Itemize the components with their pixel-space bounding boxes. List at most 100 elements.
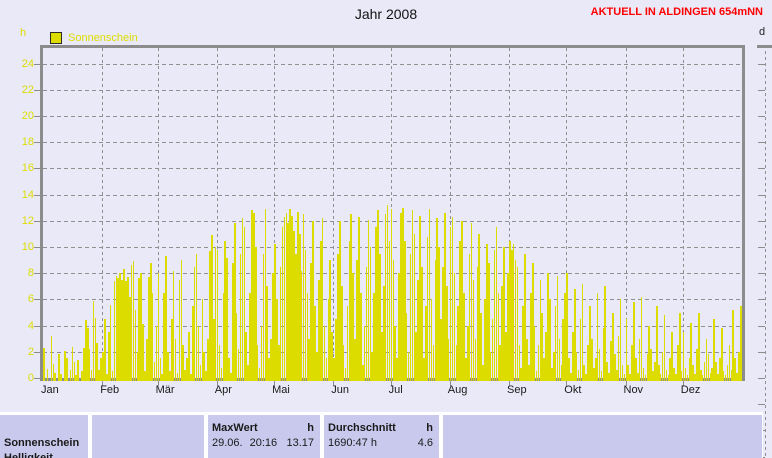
legend-swatch-icon — [50, 31, 62, 44]
bar — [58, 354, 60, 381]
bar — [720, 328, 723, 381]
bar — [698, 312, 700, 381]
month-label: Mär — [155, 384, 175, 396]
legend: Sonnenschein — [50, 31, 138, 44]
y-axis-tick — [34, 299, 40, 301]
bar — [325, 358, 328, 381]
month-tick — [333, 381, 335, 386]
y-axis-tick — [34, 220, 40, 222]
bar — [216, 249, 219, 381]
y-axis-tick — [34, 378, 40, 379]
bar — [254, 247, 257, 381]
month-label: Sep — [507, 384, 527, 396]
bar — [629, 374, 631, 381]
bar — [191, 305, 194, 381]
bar — [409, 253, 412, 381]
bar — [226, 257, 228, 381]
y-axis-label: 0 — [27, 372, 34, 384]
right-axis-tick — [758, 273, 765, 275]
bar — [323, 325, 326, 381]
bar — [340, 286, 343, 381]
right-axis-tick — [758, 404, 765, 406]
month-label: Feb — [100, 384, 120, 396]
y-axis-label: 8 — [27, 267, 34, 280]
bar — [423, 358, 425, 381]
bar — [572, 332, 574, 381]
bar — [268, 358, 270, 381]
bar — [686, 375, 689, 381]
bar — [178, 279, 181, 381]
bar — [684, 367, 687, 381]
bar — [432, 345, 435, 381]
bar — [703, 362, 706, 381]
bar — [428, 209, 431, 381]
y-axis-tick — [34, 247, 40, 249]
bar — [510, 249, 513, 381]
y-axis-label: 14 — [21, 188, 34, 201]
bar — [363, 325, 366, 381]
bar — [251, 210, 253, 381]
bar — [151, 292, 154, 381]
month-label: Dez — [680, 384, 701, 396]
bar — [465, 358, 467, 381]
bar — [491, 319, 494, 381]
right-axis-tick — [758, 220, 765, 222]
maxwert-date: 29.06. — [212, 437, 243, 449]
durchschnitt-value: 4.6 — [417, 437, 433, 449]
right-axis-tick — [758, 89, 765, 91]
y-axis-label: 4 — [27, 319, 34, 332]
bar — [339, 220, 341, 381]
bar — [648, 325, 650, 381]
bar — [203, 351, 206, 381]
y-axis-label: 6 — [27, 293, 34, 306]
bar — [264, 209, 267, 381]
bar — [157, 273, 160, 381]
month-tick — [274, 381, 276, 386]
bar — [652, 371, 654, 381]
bar — [564, 292, 566, 381]
bar — [361, 364, 364, 381]
bar — [512, 244, 515, 381]
y-axis-tick — [34, 89, 40, 91]
bar — [598, 349, 601, 381]
bar — [285, 213, 288, 381]
bar — [209, 250, 211, 381]
bar — [163, 292, 165, 381]
bar — [665, 370, 668, 381]
month-tick — [566, 381, 568, 386]
y-axis-label: 22 — [21, 83, 34, 96]
bar — [738, 351, 740, 381]
bar — [270, 338, 272, 381]
bar — [73, 362, 76, 381]
bar — [476, 266, 479, 381]
bar — [701, 375, 704, 381]
bar — [495, 227, 498, 381]
bar — [186, 358, 188, 381]
bar — [709, 372, 712, 381]
bar — [344, 367, 347, 381]
bar — [570, 372, 572, 381]
bar — [371, 351, 374, 381]
bar — [635, 358, 637, 381]
bar — [543, 358, 545, 381]
table-cell-spare — [443, 415, 762, 458]
bar — [575, 351, 578, 381]
bar — [382, 286, 385, 381]
bar — [688, 358, 691, 381]
bar — [64, 350, 66, 381]
bar — [585, 374, 587, 381]
bar — [594, 358, 597, 381]
bar — [184, 370, 186, 381]
bar — [654, 362, 656, 381]
bar — [516, 266, 519, 381]
bar — [625, 319, 628, 381]
bar — [552, 351, 555, 381]
bar — [75, 375, 78, 381]
month-grid-line — [625, 48, 627, 378]
bar — [724, 375, 727, 381]
bar — [295, 253, 297, 381]
bar — [134, 309, 137, 381]
month-label: Jul — [388, 384, 403, 396]
bar — [60, 374, 62, 381]
